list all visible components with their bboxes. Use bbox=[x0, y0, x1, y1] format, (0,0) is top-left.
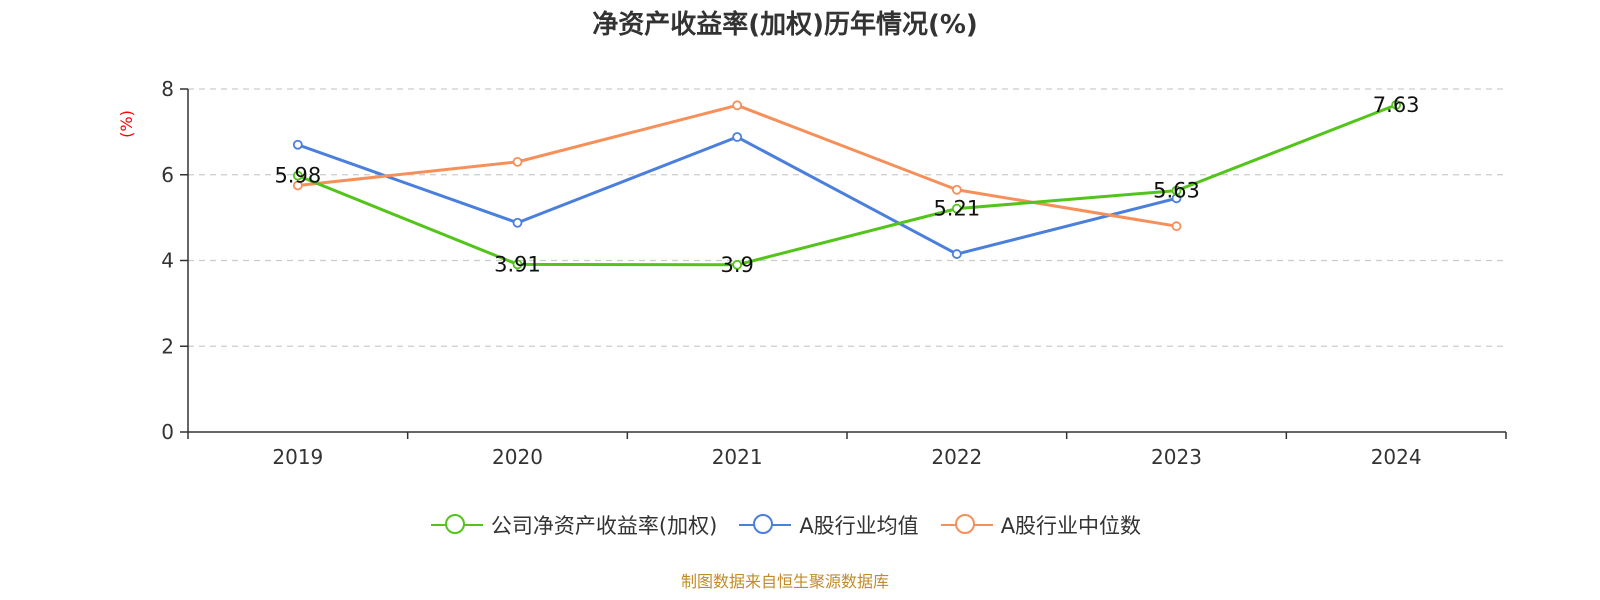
data-point bbox=[1171, 221, 1182, 232]
legend-swatch-icon bbox=[429, 513, 485, 537]
series-line bbox=[297, 103, 1177, 228]
legend-label: A股行业中位数 bbox=[1000, 514, 1142, 538]
x-tick-label: 2021 bbox=[712, 445, 763, 469]
data-label: 3.9 bbox=[720, 253, 753, 277]
data-point bbox=[732, 259, 743, 270]
legend-swatch-icon bbox=[737, 513, 793, 537]
chart-title: 净资产收益率(加权)历年情况(%) bbox=[592, 10, 978, 40]
data-point bbox=[292, 170, 303, 181]
data-point bbox=[732, 100, 743, 111]
series-lines bbox=[292, 99, 1402, 270]
data-point bbox=[512, 156, 523, 167]
axes: 0 2 4 6 8 2019 2020 2021 2022 2023 2024 bbox=[161, 77, 1507, 469]
source-note: 制图数据来自恒生聚源数据库 bbox=[680, 572, 889, 591]
legend-item[interactable]: A股行业中位数 bbox=[939, 510, 1141, 540]
legend-swatch-icon bbox=[939, 513, 995, 537]
y-tick-label: 8 bbox=[161, 77, 174, 101]
data-point bbox=[292, 180, 303, 191]
data-labels: 5.98 3.91 3.9 5.21 5.63 7.63 bbox=[274, 93, 1419, 277]
grid-lines bbox=[188, 88, 1506, 347]
x-tick-label: 2022 bbox=[931, 445, 982, 469]
x-tick-label: 2019 bbox=[272, 445, 323, 469]
data-label: 3.91 bbox=[494, 252, 541, 276]
legend-item[interactable]: 公司净资产收益率(加权) bbox=[429, 510, 717, 540]
x-tick-label: 2024 bbox=[1371, 445, 1422, 469]
data-point bbox=[512, 259, 523, 270]
data-point bbox=[951, 203, 962, 214]
legend-label: A股行业均值 bbox=[799, 514, 919, 538]
data-point bbox=[951, 184, 962, 195]
legend-label: 公司净资产收益率(加权) bbox=[490, 514, 718, 538]
data-label: 5.63 bbox=[1153, 179, 1200, 203]
data-point bbox=[292, 139, 303, 150]
x-tick-label: 2020 bbox=[492, 445, 543, 469]
data-label: 5.98 bbox=[274, 164, 321, 188]
y-axis-label: (%) bbox=[117, 110, 136, 138]
data-label: 7.63 bbox=[1373, 93, 1420, 117]
data-point bbox=[512, 217, 523, 228]
data-point bbox=[1391, 99, 1402, 110]
data-point bbox=[951, 249, 962, 259]
y-tick-label: 2 bbox=[161, 334, 174, 358]
legend-item[interactable]: A股行业均值 bbox=[737, 510, 919, 540]
series-line bbox=[297, 103, 1397, 267]
y-tick-label: 0 bbox=[161, 420, 174, 444]
data-point bbox=[732, 132, 743, 142]
y-tick-label: 4 bbox=[161, 249, 174, 273]
series-line bbox=[297, 135, 1177, 256]
data-point bbox=[1171, 185, 1182, 196]
legend: 公司净资产收益率(加权) A股行业均值 A股行业中位数 bbox=[0, 510, 1570, 542]
x-tick-label: 2023 bbox=[1151, 445, 1202, 469]
y-tick-label: 6 bbox=[161, 163, 174, 187]
data-label: 5.21 bbox=[933, 197, 980, 221]
